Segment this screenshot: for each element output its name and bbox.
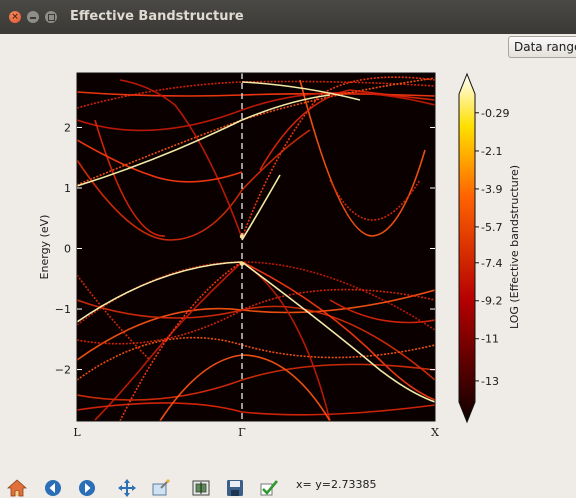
band-curve: [77, 139, 243, 183]
band-curve: [77, 363, 435, 401]
dominant-band-curve: [241, 261, 435, 403]
band-curve: [77, 129, 311, 241]
data-range-button[interactable]: Data range: [508, 36, 576, 58]
band-curve: [329, 299, 435, 324]
band-curves: [77, 76, 435, 421]
home-icon[interactable]: [6, 478, 28, 498]
colorbar-gradient: [458, 72, 476, 424]
band-curve: [94, 119, 166, 237]
navigation-toolbar: [0, 474, 576, 498]
bandstructure-figure: 2 1 0 −1 −2 L Γ X Energy (eV) -0.29 -2.1 -3.9 -5.…: [38, 72, 521, 439]
colorbar-tick-label: -0.29: [481, 107, 509, 120]
colorbar-tick-label: -11: [481, 333, 499, 346]
dominant-band-curve: [77, 94, 331, 187]
band-curve: [77, 91, 435, 132]
colorbar: -0.29 -2.1 -3.9 -5.7 -7.4 -9.2 -11 -13 LOG (Eff…: [458, 72, 521, 424]
colorbar-label: LOG (Effective bandstructure): [508, 165, 521, 329]
band-curve: [241, 76, 435, 239]
y-tick-label: 2: [64, 121, 71, 134]
configure-subplots-icon[interactable]: [190, 478, 212, 498]
y-tick-label: −2: [55, 364, 71, 377]
y-axis-ticks: 2 1 0 −1 −2: [55, 121, 435, 377]
colorbar-tick-label: -3.9: [481, 183, 502, 196]
pan-icon[interactable]: [116, 478, 138, 498]
y-tick-label: 1: [64, 182, 71, 195]
band-curve: [259, 89, 435, 171]
minimize-window-icon[interactable]: [27, 11, 39, 23]
colorbar-tick-label: -2.1: [481, 145, 502, 158]
colorbar-ticks: -0.29 -2.1 -3.9 -5.7 -7.4 -9.2 -11 -13: [475, 107, 509, 388]
x-tick-label: L: [73, 426, 81, 439]
colorbar-tick-label: -5.7: [481, 221, 502, 234]
close-window-icon[interactable]: ×: [9, 11, 21, 23]
dominant-band-curve: [241, 174, 281, 241]
band-curve: [241, 261, 435, 401]
y-tick-label: 0: [64, 243, 71, 256]
save-icon[interactable]: [224, 478, 246, 498]
maximize-window-icon[interactable]: [45, 11, 57, 23]
plot-area: [77, 73, 435, 421]
back-icon[interactable]: [42, 478, 64, 498]
dominant-band-curve: [241, 81, 361, 101]
colorbar-tick-label: -7.4: [481, 257, 502, 270]
band-curve: [77, 274, 151, 361]
x-tick-label: Γ: [238, 426, 246, 439]
band-curve: [329, 179, 421, 221]
y-tick-label: −1: [55, 303, 71, 316]
title-bar: × Effective Bandstructure: [0, 0, 576, 34]
band-curve: [119, 261, 243, 421]
y-axis-label: Energy (eV): [38, 215, 51, 280]
band-curve: [77, 299, 435, 381]
band-curve: [77, 402, 435, 416]
band-curve: [77, 77, 435, 186]
band-curve: [77, 288, 435, 345]
plot-frame: [76, 72, 436, 422]
cursor-coordinates: x= y=2.73385: [296, 478, 377, 491]
edit-axes-icon[interactable]: [258, 478, 280, 498]
x-tick-label: X: [431, 426, 439, 439]
colorbar-tick-label: -13: [481, 375, 499, 388]
forward-icon[interactable]: [76, 478, 98, 498]
band-curve: [119, 79, 243, 239]
colorbar-tick-label: -9.2: [481, 295, 502, 308]
data-range-label: Data range: [514, 40, 576, 54]
window-title: Effective Bandstructure: [70, 9, 244, 24]
zoom-icon[interactable]: [150, 478, 172, 498]
dominant-band-curve: [77, 261, 243, 323]
